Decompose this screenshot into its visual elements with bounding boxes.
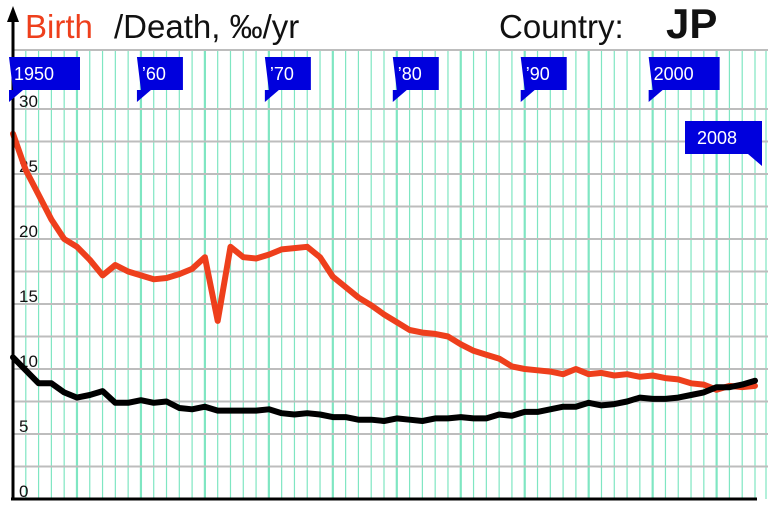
year-flag-shape: [685, 121, 762, 166]
year-flag-label: ’70: [270, 64, 294, 84]
y-axis-arrow-icon: [7, 6, 19, 22]
y-tick-label: 0: [19, 482, 28, 501]
y-tick-label: 5: [19, 417, 28, 436]
year-flag-label: ’80: [398, 64, 422, 84]
y-tick-label: 20: [19, 222, 38, 241]
year-flag: ’80: [392, 57, 439, 102]
year-flag: 2000: [648, 57, 720, 102]
year-flag: ’60: [136, 57, 183, 102]
year-flag-shape: [392, 57, 439, 102]
y-tick-label: 30: [19, 92, 38, 111]
year-flag: 2008: [685, 121, 762, 166]
grid-minor-lines: [11, 50, 767, 499]
year-flag-shape: [136, 57, 183, 102]
year-flag-label: 2000: [654, 64, 694, 84]
year-flag: ’70: [264, 57, 311, 102]
year-flag-label: ’90: [526, 64, 550, 84]
year-flag-label: ’60: [142, 64, 166, 84]
y-tick-label: 15: [19, 287, 38, 306]
country-code: JP: [666, 0, 717, 47]
axes: [7, 6, 757, 501]
country-label: Country:: [499, 8, 624, 45]
year-flag-label: 2008: [697, 128, 737, 148]
series-layer: [10, 130, 758, 424]
title-birth: Birth: [25, 8, 93, 45]
grid-major-lines: [13, 49, 768, 468]
series-line-birth: [10, 130, 758, 393]
series-line-death: [10, 354, 758, 424]
year-flag-shape: [648, 57, 720, 102]
year-flags: 1950 ’60 ’70 ’80 ’90 2000 2008: [9, 57, 762, 166]
year-flag: 1950: [9, 57, 80, 102]
year-flag-shape: [264, 57, 311, 102]
year-flag: ’90: [520, 57, 567, 102]
year-flag-shape: [9, 57, 80, 102]
title-death: /Death, ‰/yr: [114, 8, 299, 45]
year-flag-shape: [520, 57, 567, 102]
year-flag-label: 1950: [14, 64, 54, 84]
